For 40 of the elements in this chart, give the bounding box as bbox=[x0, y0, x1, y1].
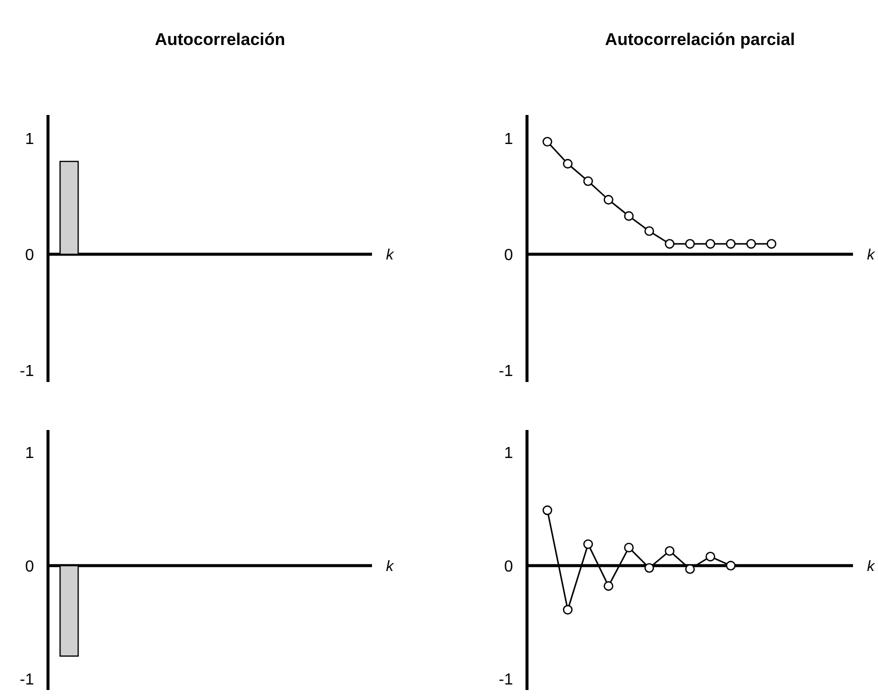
point bbox=[644, 563, 654, 573]
point bbox=[542, 505, 552, 516]
chart-title: Autocorrelación parcial bbox=[605, 30, 795, 49]
y-tick-label: 1 bbox=[504, 130, 514, 148]
y-tick-label: 0 bbox=[504, 558, 514, 576]
x-axis-title: k bbox=[867, 246, 876, 264]
point bbox=[644, 226, 654, 236]
y-tick-label: 0 bbox=[25, 246, 34, 264]
point bbox=[604, 194, 614, 205]
y-tick-label: 0 bbox=[504, 246, 514, 264]
point bbox=[746, 239, 756, 249]
x-axis-title: k bbox=[386, 558, 395, 575]
point bbox=[562, 604, 573, 615]
y-tick-label: 1 bbox=[25, 445, 34, 462]
point bbox=[766, 239, 776, 249]
point bbox=[664, 546, 674, 556]
y-tick-label: -1 bbox=[20, 671, 34, 688]
point bbox=[624, 211, 634, 221]
y-tick-label: -1 bbox=[20, 362, 34, 380]
y-tick-label: 1 bbox=[504, 445, 514, 462]
y-tick-label: 1 bbox=[25, 130, 34, 148]
point bbox=[726, 239, 736, 249]
y-tick-label: -1 bbox=[498, 362, 514, 380]
point bbox=[664, 239, 674, 249]
point bbox=[685, 564, 695, 574]
point bbox=[706, 552, 716, 562]
point bbox=[562, 158, 573, 169]
point bbox=[624, 542, 634, 552]
point bbox=[542, 136, 552, 147]
x-axis-title: k bbox=[867, 558, 876, 575]
point bbox=[604, 581, 614, 591]
point bbox=[583, 539, 593, 550]
x-axis-title: k bbox=[386, 246, 395, 264]
y-tick-label: 0 bbox=[25, 558, 34, 576]
y-tick-label: -1 bbox=[498, 671, 514, 688]
point bbox=[685, 239, 695, 249]
point bbox=[583, 176, 593, 186]
point bbox=[726, 560, 736, 570]
point bbox=[706, 239, 716, 249]
chart-title: Autocorrelación bbox=[154, 30, 286, 49]
